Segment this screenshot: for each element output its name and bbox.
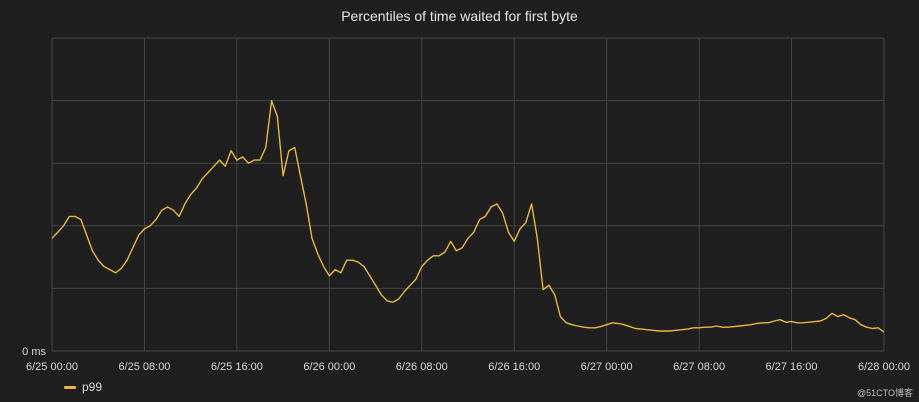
x-tick-label: 6/28 00:00 (858, 361, 910, 373)
grid (51, 37, 885, 352)
x-tick-label: 6/25 00:00 (26, 361, 78, 373)
x-tick-label: 6/25 08:00 (118, 361, 170, 373)
x-tick-label: 6/26 00:00 (303, 361, 355, 373)
legend[interactable]: p99 (64, 380, 102, 394)
axes: 6/25 00:00 6/25 08:00 6/25 16:00 6/26 00:00… (22, 346, 910, 373)
chart-title: Percentiles of time waited for first byt… (341, 8, 578, 24)
x-tick-label: 6/26 08:00 (396, 361, 448, 373)
legend-label-p99: p99 (82, 380, 103, 394)
series-line-p99 (51, 99, 885, 333)
x-tick-label: 6/27 00:00 (581, 361, 633, 373)
x-tick-label: 6/25 16:00 (211, 361, 263, 373)
x-tick-label: 6/27 08:00 (673, 361, 725, 373)
y-tick-label: 0 ms (22, 346, 46, 358)
watermark: @51CTO博客 (857, 388, 913, 398)
series-layer (51, 99, 885, 333)
x-tick-label: 6/26 16:00 (488, 361, 540, 373)
x-tick-label: 6/27 16:00 (766, 361, 818, 373)
legend-swatch-p99 (64, 385, 76, 389)
